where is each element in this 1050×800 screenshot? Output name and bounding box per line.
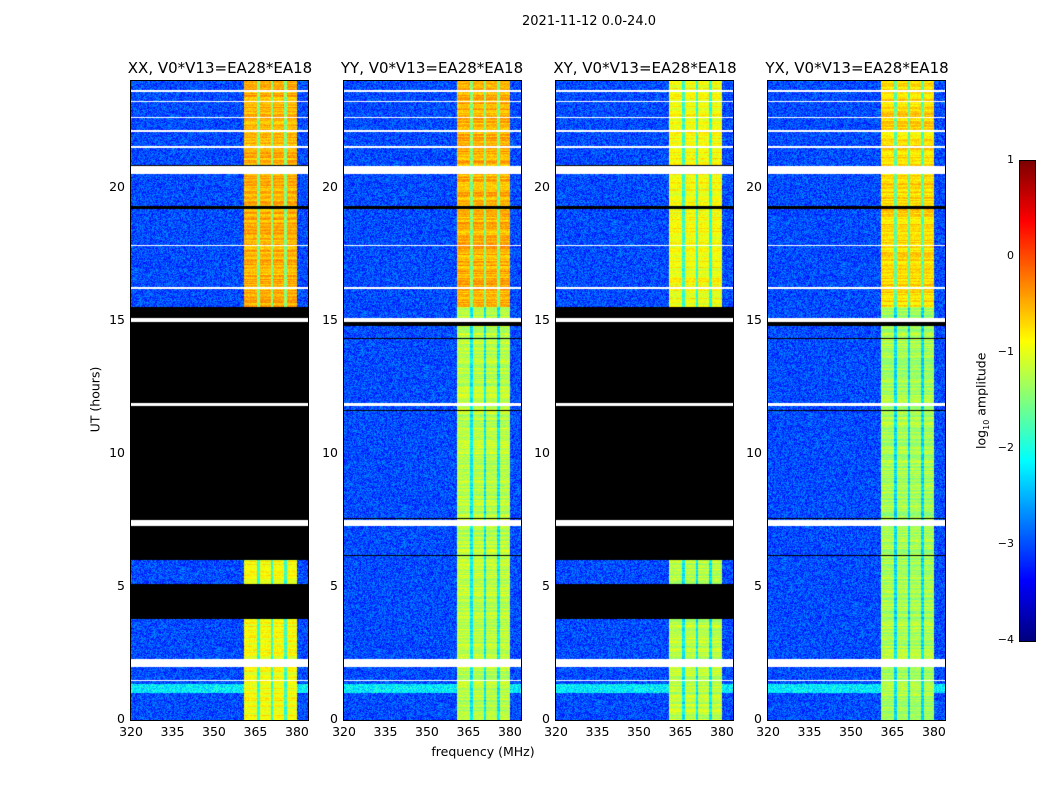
x-tick-label: 320 xyxy=(756,724,780,739)
y-tick-label: 15 xyxy=(746,311,762,327)
y-tick-label: 0 xyxy=(330,711,338,726)
colorbar-tick-label: −3 xyxy=(997,537,1014,550)
heatmap-yy xyxy=(344,81,521,720)
x-tick-label: 350 xyxy=(839,724,863,739)
x-tick-label: 335 xyxy=(373,724,398,739)
panel-title-yy: YY, V0*V13=EA28*EA18 xyxy=(340,59,524,77)
x-axis-label: frequency (MHz) xyxy=(431,744,535,759)
spectrogram-xy xyxy=(555,80,734,721)
y-tick-label: 5 xyxy=(542,577,550,593)
y-tick-label: 5 xyxy=(330,577,338,593)
x-tick-label: 350 xyxy=(202,724,226,739)
x-tick-label: 365 xyxy=(668,724,693,739)
colorbar-tick-label: −2 xyxy=(997,441,1014,454)
y-tick-label: 20 xyxy=(534,178,550,194)
y-tick-label: 0 xyxy=(542,711,550,726)
heatmap-xx xyxy=(131,81,308,720)
x-tick-label: 350 xyxy=(627,724,651,739)
y-tick-label: 20 xyxy=(746,178,762,194)
figure-title: 2021-11-12 0.0-24.0 xyxy=(522,14,656,29)
y-tick-label: 5 xyxy=(117,577,125,593)
panel-title-xx: XX, V0*V13=EA28*EA18 xyxy=(127,59,313,77)
y-tick-label: 10 xyxy=(746,444,762,460)
spectrogram-yx xyxy=(767,80,946,721)
colorbar-tick-label: −1 xyxy=(997,345,1014,358)
x-tick-label: 320 xyxy=(332,724,356,739)
x-tick-label: 320 xyxy=(544,724,568,739)
spectrogram-xx xyxy=(130,80,309,721)
y-axis-label: UT (hours) xyxy=(87,366,103,433)
y-tick-label: 0 xyxy=(117,711,125,726)
y-tick-label: 20 xyxy=(109,178,125,194)
x-tick-label: 380 xyxy=(710,724,734,739)
x-tick-label: 365 xyxy=(456,724,481,739)
y-tick-label: 10 xyxy=(534,444,550,460)
x-tick-label: 365 xyxy=(243,724,268,739)
x-tick-label: 335 xyxy=(797,724,822,739)
colorbar-label-sub: 10 xyxy=(981,419,991,430)
y-tick-label: 0 xyxy=(754,711,762,726)
colorbar-label-rest: amplitude xyxy=(973,352,989,420)
colorbar xyxy=(1019,160,1036,642)
heatmap-xy xyxy=(556,81,733,720)
x-tick-label: 335 xyxy=(585,724,610,739)
x-tick-label: 380 xyxy=(285,724,309,739)
colorbar-tick-label: −4 xyxy=(997,633,1014,646)
x-tick-label: 320 xyxy=(119,724,143,739)
y-tick-label: 20 xyxy=(322,178,338,194)
x-tick-label: 335 xyxy=(160,724,185,739)
y-tick-label: 5 xyxy=(754,577,762,593)
y-tick-label: 15 xyxy=(109,311,125,327)
y-tick-label: 15 xyxy=(322,311,338,327)
panel-title-yx: YX, V0*V13=EA28*EA18 xyxy=(765,59,949,77)
heatmap-yx xyxy=(768,81,945,720)
y-tick-label: 15 xyxy=(534,311,550,327)
colorbar-tick-label: 1 xyxy=(1007,153,1014,166)
y-tick-label: 10 xyxy=(322,444,338,460)
x-tick-label: 350 xyxy=(415,724,439,739)
x-tick-label: 380 xyxy=(498,724,522,739)
y-tick-label: 10 xyxy=(109,444,125,460)
spectrogram-yy xyxy=(343,80,522,721)
panel-title-xy: XY, V0*V13=EA28*EA18 xyxy=(553,59,737,77)
x-tick-label: 380 xyxy=(922,724,946,739)
x-tick-label: 365 xyxy=(880,724,905,739)
colorbar-tick-label: 0 xyxy=(1007,249,1014,262)
